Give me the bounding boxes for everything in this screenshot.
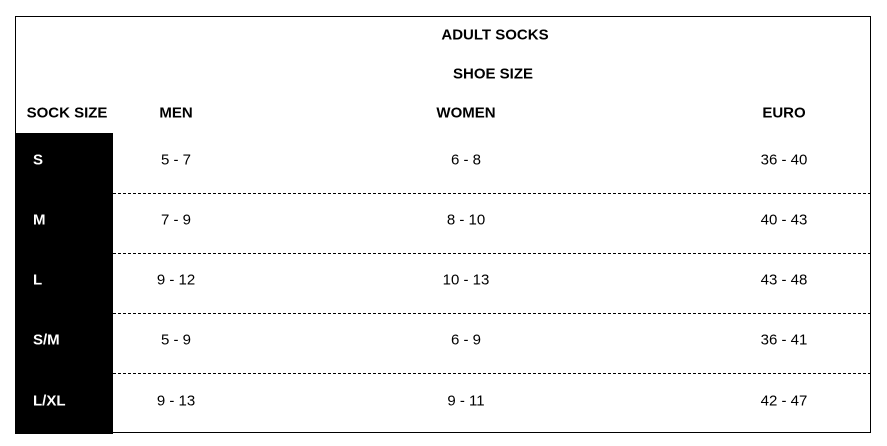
sock-size-cell: L/XL bbox=[33, 392, 66, 410]
sock-size-cell: M bbox=[33, 211, 46, 229]
men-size-cell: 9 - 12 bbox=[156, 271, 196, 289]
men-size-cell: 5 - 9 bbox=[160, 331, 192, 349]
header-sock-size: SOCK SIZE bbox=[26, 104, 108, 122]
header-euro: EURO bbox=[762, 104, 806, 122]
row-divider bbox=[113, 253, 871, 254]
euro-size-cell: 42 - 47 bbox=[760, 392, 808, 410]
euro-size-cell: 43 - 48 bbox=[760, 271, 808, 289]
row-divider bbox=[113, 373, 871, 374]
table-subtitle: SHOE SIZE bbox=[452, 65, 534, 83]
women-size-cell: 10 - 13 bbox=[442, 271, 490, 289]
header-men: MEN bbox=[159, 104, 193, 122]
row-divider bbox=[113, 313, 871, 314]
men-size-cell: 7 - 9 bbox=[160, 211, 192, 229]
size-chart-table bbox=[15, 16, 871, 433]
sock-size-cell: S bbox=[33, 151, 44, 169]
header-women: WOMEN bbox=[436, 104, 496, 122]
sock-size-column-background bbox=[15, 133, 113, 434]
women-size-cell: 6 - 8 bbox=[450, 151, 482, 169]
euro-size-cell: 36 - 41 bbox=[760, 331, 808, 349]
women-size-cell: 6 - 9 bbox=[450, 331, 482, 349]
women-size-cell: 8 - 10 bbox=[446, 211, 486, 229]
row-divider bbox=[113, 193, 871, 194]
sock-size-cell: L bbox=[33, 271, 43, 289]
women-size-cell: 9 - 11 bbox=[447, 392, 485, 410]
men-size-cell: 9 - 13 bbox=[156, 392, 196, 410]
euro-size-cell: 36 - 40 bbox=[760, 151, 808, 169]
men-size-cell: 5 - 7 bbox=[160, 151, 192, 169]
euro-size-cell: 40 - 43 bbox=[760, 211, 808, 229]
table-title: ADULT SOCKS bbox=[441, 26, 549, 44]
sock-size-cell: S/M bbox=[33, 331, 60, 349]
